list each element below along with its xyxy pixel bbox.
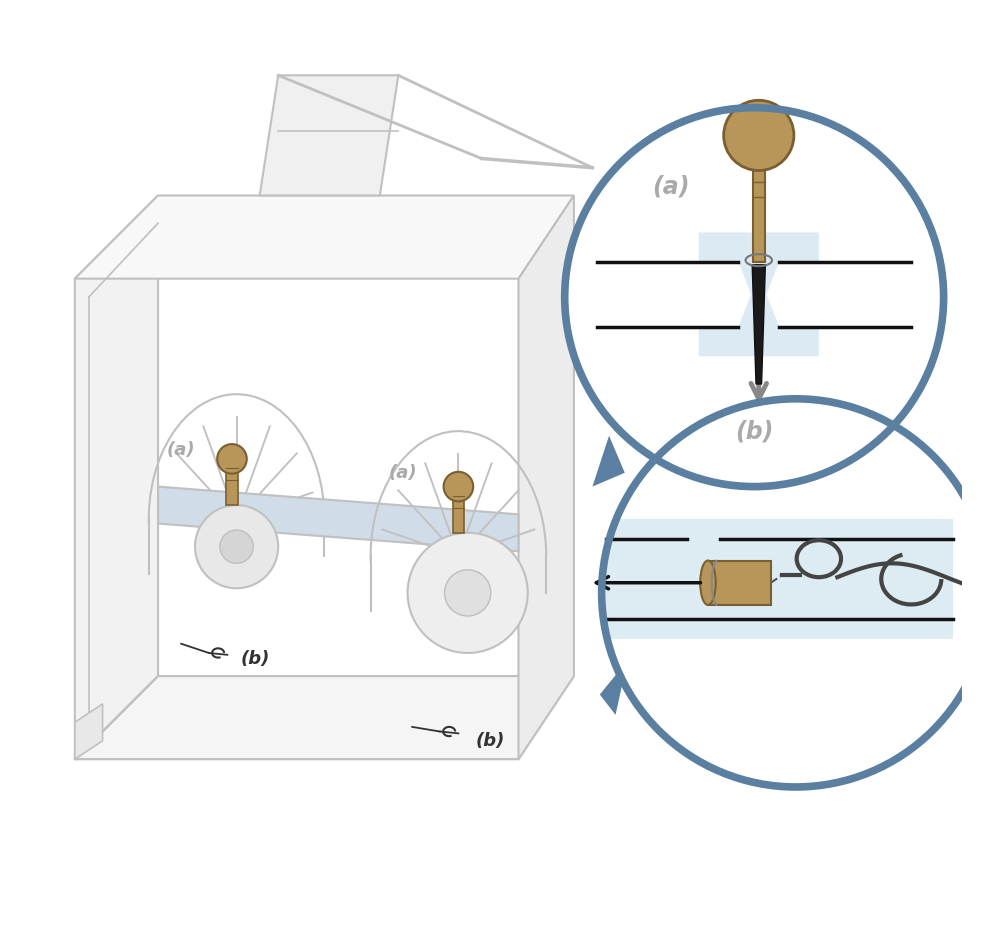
Polygon shape (600, 660, 628, 715)
Polygon shape (158, 487, 518, 552)
Text: (a): (a) (167, 440, 195, 459)
Polygon shape (75, 676, 574, 759)
Circle shape (220, 530, 253, 564)
Circle shape (565, 108, 944, 487)
Circle shape (195, 505, 278, 589)
Circle shape (445, 570, 491, 616)
Text: (b): (b) (735, 419, 773, 443)
Circle shape (408, 533, 528, 653)
Circle shape (217, 444, 247, 474)
Ellipse shape (700, 561, 716, 605)
Polygon shape (75, 196, 158, 759)
Polygon shape (606, 519, 953, 639)
Polygon shape (708, 561, 771, 605)
Polygon shape (592, 436, 625, 487)
Circle shape (602, 399, 990, 787)
Text: (a): (a) (652, 174, 690, 198)
Circle shape (444, 472, 473, 502)
Text: (a): (a) (389, 464, 417, 482)
Polygon shape (453, 487, 464, 533)
Polygon shape (752, 265, 765, 384)
Text: (b): (b) (476, 731, 505, 750)
Polygon shape (75, 704, 103, 759)
Circle shape (724, 100, 794, 171)
Polygon shape (260, 75, 398, 196)
Polygon shape (699, 233, 819, 356)
Text: (b): (b) (240, 651, 270, 668)
Polygon shape (518, 196, 574, 759)
Polygon shape (753, 168, 765, 262)
Circle shape (602, 399, 990, 787)
Polygon shape (226, 459, 238, 505)
Circle shape (565, 108, 944, 487)
Polygon shape (75, 196, 574, 279)
